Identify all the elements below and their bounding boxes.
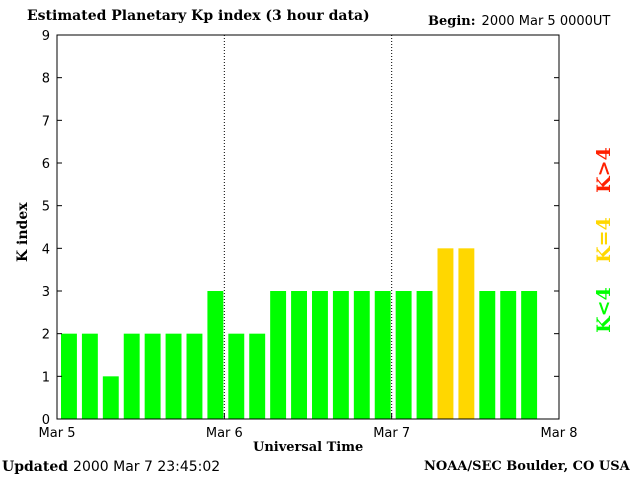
kp-bar <box>353 291 370 419</box>
y-tick-label: 1 <box>42 370 50 385</box>
kp-bar <box>416 291 433 419</box>
kp-bar <box>249 333 266 419</box>
kp-bar <box>207 291 224 419</box>
kp-bar <box>395 291 412 419</box>
legend-group: K<4 K=4 K>4 <box>593 147 615 333</box>
begin-info: Begin: 2000 Mar 5 0000UT <box>428 14 610 29</box>
y-tick-label: 7 <box>42 114 50 129</box>
kp-bar <box>291 291 307 419</box>
kp-bar <box>123 333 140 419</box>
kp-bar <box>228 333 245 419</box>
y-tick-label: 3 <box>42 285 50 300</box>
credit-text: NOAA/SEC Boulder, CO USA <box>424 459 630 474</box>
kp-bar <box>458 248 475 419</box>
bars-group <box>61 248 538 419</box>
y-tick-label: 9 <box>42 29 50 44</box>
begin-label: Begin: <box>428 14 476 29</box>
y-axis-label: K index <box>15 202 31 262</box>
kp-bar <box>437 248 454 419</box>
kp-bar <box>144 333 161 419</box>
kp-bar <box>479 291 496 419</box>
x-tick-label: Mar 7 <box>373 426 410 441</box>
kp-bar <box>165 333 182 419</box>
updated-value: 2000 Mar 7 23:45:02 <box>73 459 221 475</box>
updated-label: Updated <box>2 459 69 475</box>
kp-bar <box>102 376 119 419</box>
legend-item: K=4 <box>593 217 615 263</box>
kp-bar <box>312 291 328 419</box>
x-tick-label: Mar 6 <box>206 426 243 441</box>
kp-bar <box>81 333 98 419</box>
y-tick-label: 0 <box>42 413 50 428</box>
x-axis-label: Universal Time <box>253 440 364 455</box>
kp-bar <box>521 291 538 419</box>
kp-bar <box>500 291 517 419</box>
x-tick-label: Mar 8 <box>541 426 578 441</box>
kp-bar <box>374 291 391 419</box>
updated-info: Updated 2000 Mar 7 23:45:02 <box>2 459 220 475</box>
legend-item: K<4 <box>593 287 615 333</box>
x-tick-label: Mar 5 <box>39 426 76 441</box>
y-tick-label: 6 <box>42 157 50 172</box>
chart-title: Estimated Planetary Kp index (3 hour dat… <box>27 8 370 24</box>
kp-bar <box>61 333 77 419</box>
begin-value: 2000 Mar 5 0000UT <box>481 14 611 29</box>
y-tick-label: 2 <box>42 328 50 343</box>
legend-item: K>4 <box>593 147 615 193</box>
plot-frame <box>56 34 560 420</box>
kp-bar <box>186 333 203 419</box>
kp-bar <box>270 291 287 419</box>
y-tick-label: 8 <box>42 72 50 87</box>
y-tick-label: 5 <box>42 200 50 215</box>
axes-group: 0 1 2 3 4 5 6 7 8 9 Mar 5 Mar 6 Mar 7 Mar 8 <box>39 29 578 441</box>
y-tick-label: 4 <box>42 242 50 257</box>
kp-bar <box>332 291 349 419</box>
